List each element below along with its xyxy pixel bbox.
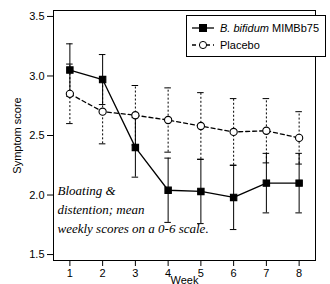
svg-text:2: 2 xyxy=(100,267,106,279)
html-text:Placebo: Placebo xyxy=(220,38,260,51)
svg-text:Symptom score: Symptom score xyxy=(11,97,23,173)
svg-text:3: 3 xyxy=(132,267,138,279)
svg-text:2.5: 2.5 xyxy=(29,129,44,141)
svg-text:3.5: 3.5 xyxy=(29,10,44,22)
svg-text:1.5: 1.5 xyxy=(29,248,44,260)
svg-text:Bloating &distention; meanweek: Bloating &distention; meanweekly scores … xyxy=(58,183,209,236)
html-text:B. bifidum MIMBb75: B. bifidum MIMBb75 xyxy=(220,21,320,34)
svg-text:4: 4 xyxy=(165,267,172,280)
svg-text:5: 5 xyxy=(198,267,204,279)
svg-text:3.0: 3.0 xyxy=(29,69,44,81)
svg-text:8: 8 xyxy=(296,267,302,279)
svg-text:1: 1 xyxy=(67,267,73,279)
svg-text:6: 6 xyxy=(231,267,237,279)
svg-text:7: 7 xyxy=(263,267,269,279)
svg-text:Week: Week xyxy=(171,274,199,284)
svg-text:2.0: 2.0 xyxy=(29,189,44,201)
